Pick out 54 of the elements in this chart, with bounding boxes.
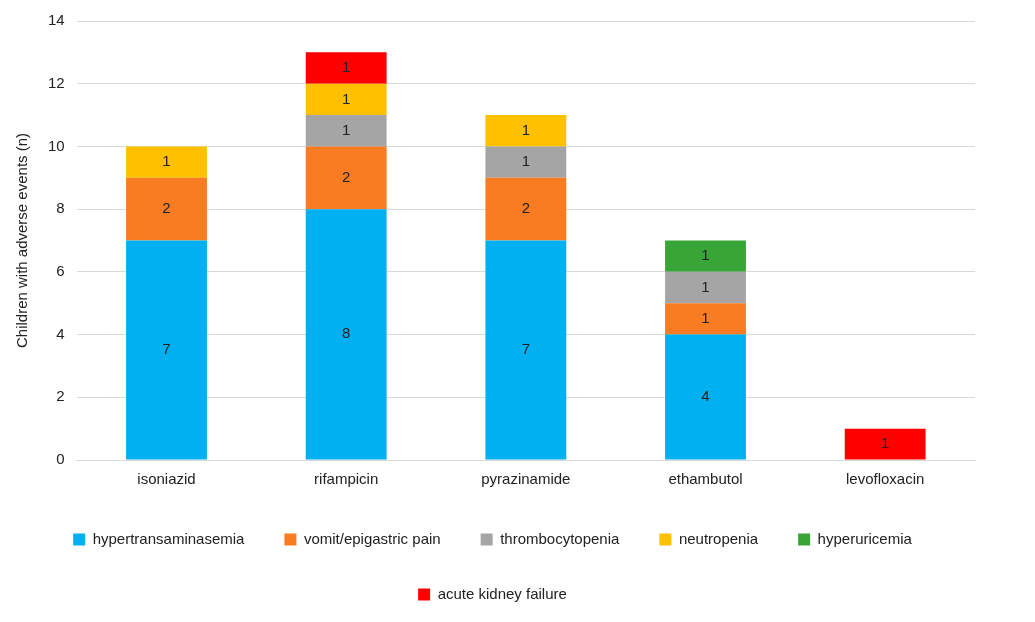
x-tick-label: rifampicin [314,470,379,488]
legend-label: hyperuricemia [817,529,913,547]
bar [305,146,387,210]
y-tick-label: 0 [56,450,65,468]
x-tick-label: levofloxacin [845,470,925,488]
y-tick-label: 14 [48,11,65,29]
bar [126,240,207,460]
y-tick-label: 8 [56,199,65,217]
bar [485,177,567,241]
bar [665,271,746,304]
data-label: 1 [701,277,710,295]
data-label: 7 [162,340,171,358]
data-label: 2 [342,167,351,185]
bar [305,115,387,147]
bar [485,240,567,460]
x-tick-label: pyrazinamide [481,470,571,488]
data-label: 1 [701,246,710,264]
y-tick-label: 2 [56,387,65,405]
data-label: 2 [521,199,531,217]
data-label: 1 [162,152,171,170]
data-label: 4 [701,387,710,405]
bar [126,146,207,178]
y-axis-title: Children with adverse events (n) [13,132,31,349]
data-label: 7 [521,340,531,358]
y-tick-label: 12 [48,73,65,91]
bar [844,428,926,460]
bar [485,115,567,147]
data-label: 2 [162,199,171,217]
data-label: 1 [342,58,351,76]
data-label: 8 [342,324,351,342]
y-tick-label: 4 [56,324,65,342]
legend-label: hypertransaminasemia [92,529,246,547]
legend-label: thrombocytopenia [500,529,621,547]
bar [305,83,387,116]
bar [126,177,207,241]
data-label: 1 [521,152,531,170]
x-tick-label: isoniazid [137,470,196,488]
bar [665,334,746,460]
bar [305,209,387,460]
legend-label: acute kidney failure [437,584,567,602]
legend-label: neutropenia [678,529,759,547]
bar [665,240,746,272]
legend-label: vomit/epigastric pain [303,529,441,547]
y-tick-label: 6 [56,262,65,279]
bar [665,303,746,335]
y-tick-label: 10 [48,136,65,154]
data-label: 1 [342,89,351,107]
data-label: 1 [881,434,890,452]
data-label: 1 [701,309,710,327]
data-label: 1 [342,120,351,138]
bar [485,146,567,178]
bar [305,52,387,84]
x-tick-label: ethambutol [668,470,743,488]
data-label: 1 [521,120,531,138]
